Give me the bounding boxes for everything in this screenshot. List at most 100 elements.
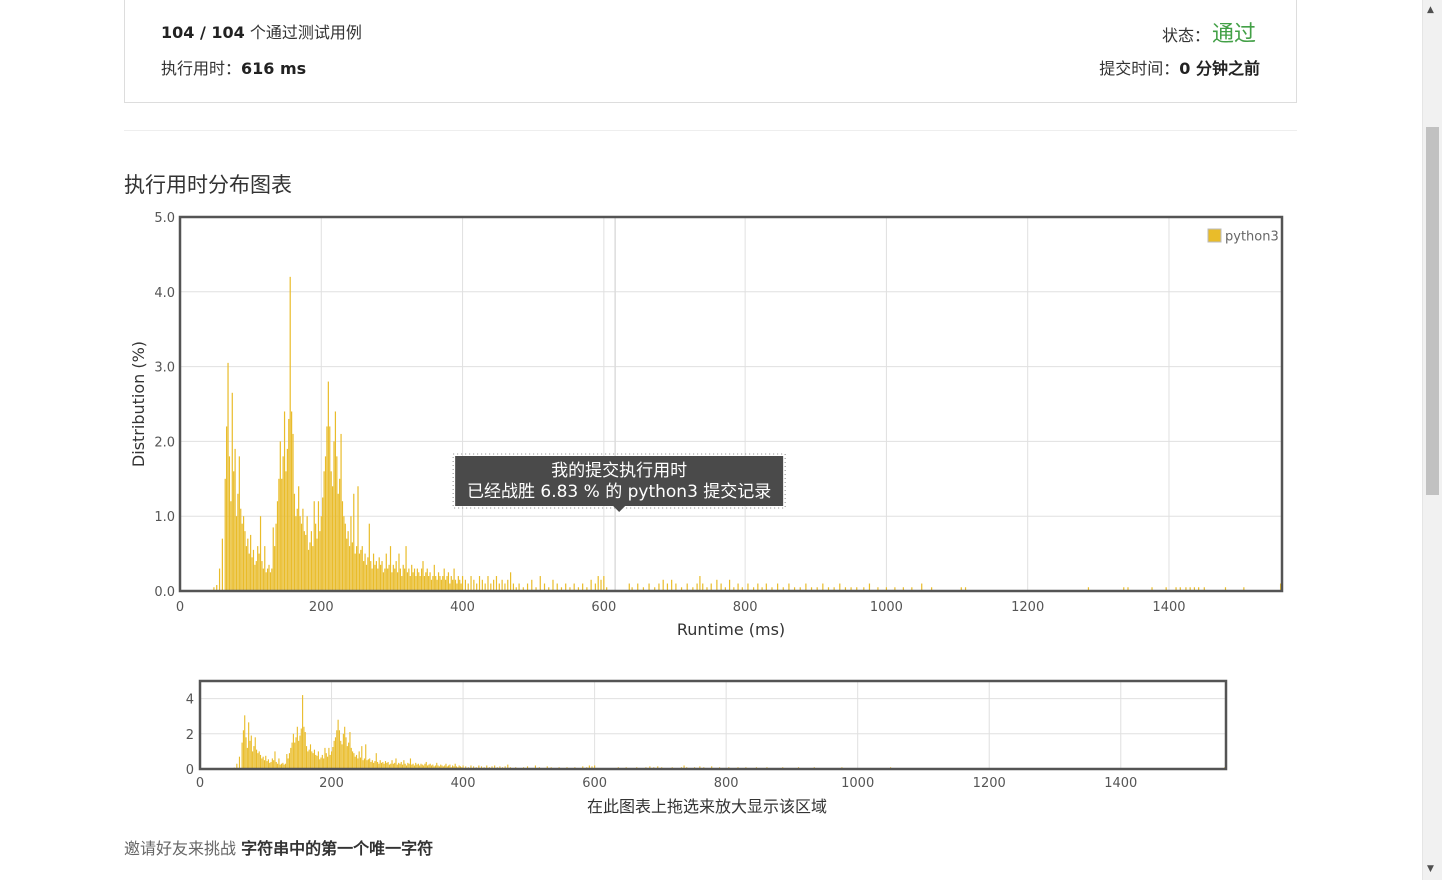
nav-distribution-bar — [244, 715, 246, 769]
distribution-bar — [590, 579, 592, 591]
distribution-bar — [666, 583, 669, 591]
distribution-bar — [331, 486, 334, 591]
page-scrollbar[interactable]: ▲ ▼ — [1422, 0, 1442, 880]
distribution-bar — [329, 426, 331, 591]
distribution-bar — [295, 516, 297, 591]
chart-navigator[interactable]: 0 2 4 0 200 400 600 800 1000 1200 1400 在此图表上拖选来放大显示… — [160, 670, 1240, 825]
nav-distribution-bar — [337, 719, 339, 769]
distribution-bar — [582, 583, 584, 591]
submission-result-panel: 104 / 104 个通过测试用例 执行用时：616 ms 状态： 通过 提交时间… — [124, 0, 1297, 103]
nav-distribution-bar — [252, 751, 254, 769]
distribution-bar — [241, 523, 243, 591]
distribution-bar — [250, 534, 252, 591]
distribution-bar — [1127, 587, 1129, 591]
nav-distribution-bar — [375, 753, 377, 769]
nav-distribution-bar — [246, 747, 248, 769]
nav-distribution-bar — [507, 764, 509, 769]
tooltip-line-2: 已经战胜 6.83 % 的 python3 提交记录 — [467, 482, 771, 502]
nav-distribution-bar — [296, 726, 298, 769]
distribution-bar — [1243, 587, 1245, 591]
nav-distribution-bar — [370, 761, 372, 769]
distribution-bar — [416, 568, 418, 591]
scroll-up-arrow-icon[interactable]: ▲ — [1427, 5, 1434, 15]
y-axis-title: Distribution (%) — [129, 341, 148, 467]
nav-distribution-bar — [379, 760, 381, 769]
scrollbar-thumb[interactable] — [1426, 127, 1439, 495]
distribution-bar — [422, 561, 424, 591]
nav-distribution-bar — [256, 749, 258, 769]
distribution-bar — [573, 583, 575, 591]
distribution-bar — [316, 538, 318, 591]
nav-distribution-bar — [399, 763, 401, 769]
distribution-bar — [822, 583, 824, 591]
nav-x-tick-label: 1000 — [841, 776, 874, 791]
distribution-bar — [221, 538, 223, 591]
nav-distribution-bar — [458, 765, 460, 769]
distribution-bar — [307, 549, 310, 591]
distribution-bar — [322, 497, 324, 591]
invite-problem-link[interactable]: 字符串中的第一个唯一字符 — [241, 839, 434, 858]
nav-distribution-bar — [340, 740, 342, 769]
status-value[interactable]: 通过 — [1211, 22, 1256, 47]
distribution-bar — [863, 587, 865, 591]
distribution-bar — [450, 576, 452, 591]
nav-distribution-bar — [451, 765, 454, 769]
nav-distribution-bar — [316, 755, 318, 769]
tooltip-pointer — [613, 506, 626, 512]
distribution-bar — [1185, 587, 1187, 591]
nav-distribution-bar — [325, 753, 327, 769]
runtime-value: 616 ms — [241, 59, 307, 78]
runtime-distribution-chart[interactable]: 0.0 1.0 2.0 3.0 4.0 5.0 0 200 400 600 800 1000 1200 1… — [124, 205, 1294, 645]
distribution-bar — [226, 426, 228, 591]
distribution-bar — [628, 583, 630, 591]
distribution-bar — [380, 564, 382, 591]
distribution-bar — [507, 579, 509, 591]
distribution-bar — [577, 587, 580, 591]
distribution-bar — [425, 572, 427, 591]
submit-time-summary: 提交时间：0 分钟之前 — [1099, 55, 1260, 79]
distribution-bar — [1179, 587, 1181, 591]
distribution-bar — [266, 568, 269, 591]
distribution-bar — [296, 508, 298, 591]
nav-distribution-bar — [591, 766, 593, 769]
distribution-bar — [265, 572, 267, 591]
distribution-bar — [1165, 587, 1167, 591]
distribution-bar — [269, 572, 272, 591]
nav-distribution-bar — [374, 761, 376, 769]
distribution-bar — [487, 576, 489, 591]
nav-distribution-bar — [354, 756, 356, 769]
nav-distribution-bar — [430, 765, 433, 769]
nav-distribution-bar — [448, 765, 450, 769]
distribution-bar — [720, 583, 722, 591]
distribution-bar — [637, 583, 639, 591]
distribution-bar — [247, 538, 249, 591]
scroll-down-arrow-icon[interactable]: ▼ — [1427, 864, 1434, 874]
distribution-bar — [921, 583, 923, 591]
distribution-bar — [737, 583, 739, 591]
nav-distribution-bar — [278, 758, 280, 769]
distribution-bar — [242, 516, 245, 591]
nav-distribution-bar — [455, 766, 458, 769]
distribution-bar — [300, 523, 303, 591]
distribution-bar — [218, 568, 221, 591]
distribution-bar — [902, 587, 904, 591]
distribution-bar — [569, 587, 571, 591]
distribution-bar — [289, 276, 291, 591]
nav-distribution-bar — [352, 751, 354, 769]
nav-distribution-bar — [546, 766, 548, 769]
distribution-bar — [658, 583, 660, 591]
distribution-bar — [276, 501, 279, 591]
distribution-bar — [293, 493, 296, 591]
distribution-bar — [281, 478, 283, 591]
nav-distribution-bar — [392, 763, 394, 769]
nav-distribution-bar — [683, 765, 685, 769]
distribution-bar — [552, 579, 554, 591]
distribution-bar — [234, 448, 236, 591]
nav-distribution-bar — [330, 751, 333, 769]
nav-distribution-bar — [257, 753, 259, 769]
distribution-bar — [259, 516, 262, 591]
nav-distribution-bar — [345, 737, 347, 769]
nav-y-tick-label: 2 — [186, 728, 194, 743]
nav-distribution-bar — [271, 758, 273, 769]
nav-distribution-bar — [242, 730, 244, 769]
